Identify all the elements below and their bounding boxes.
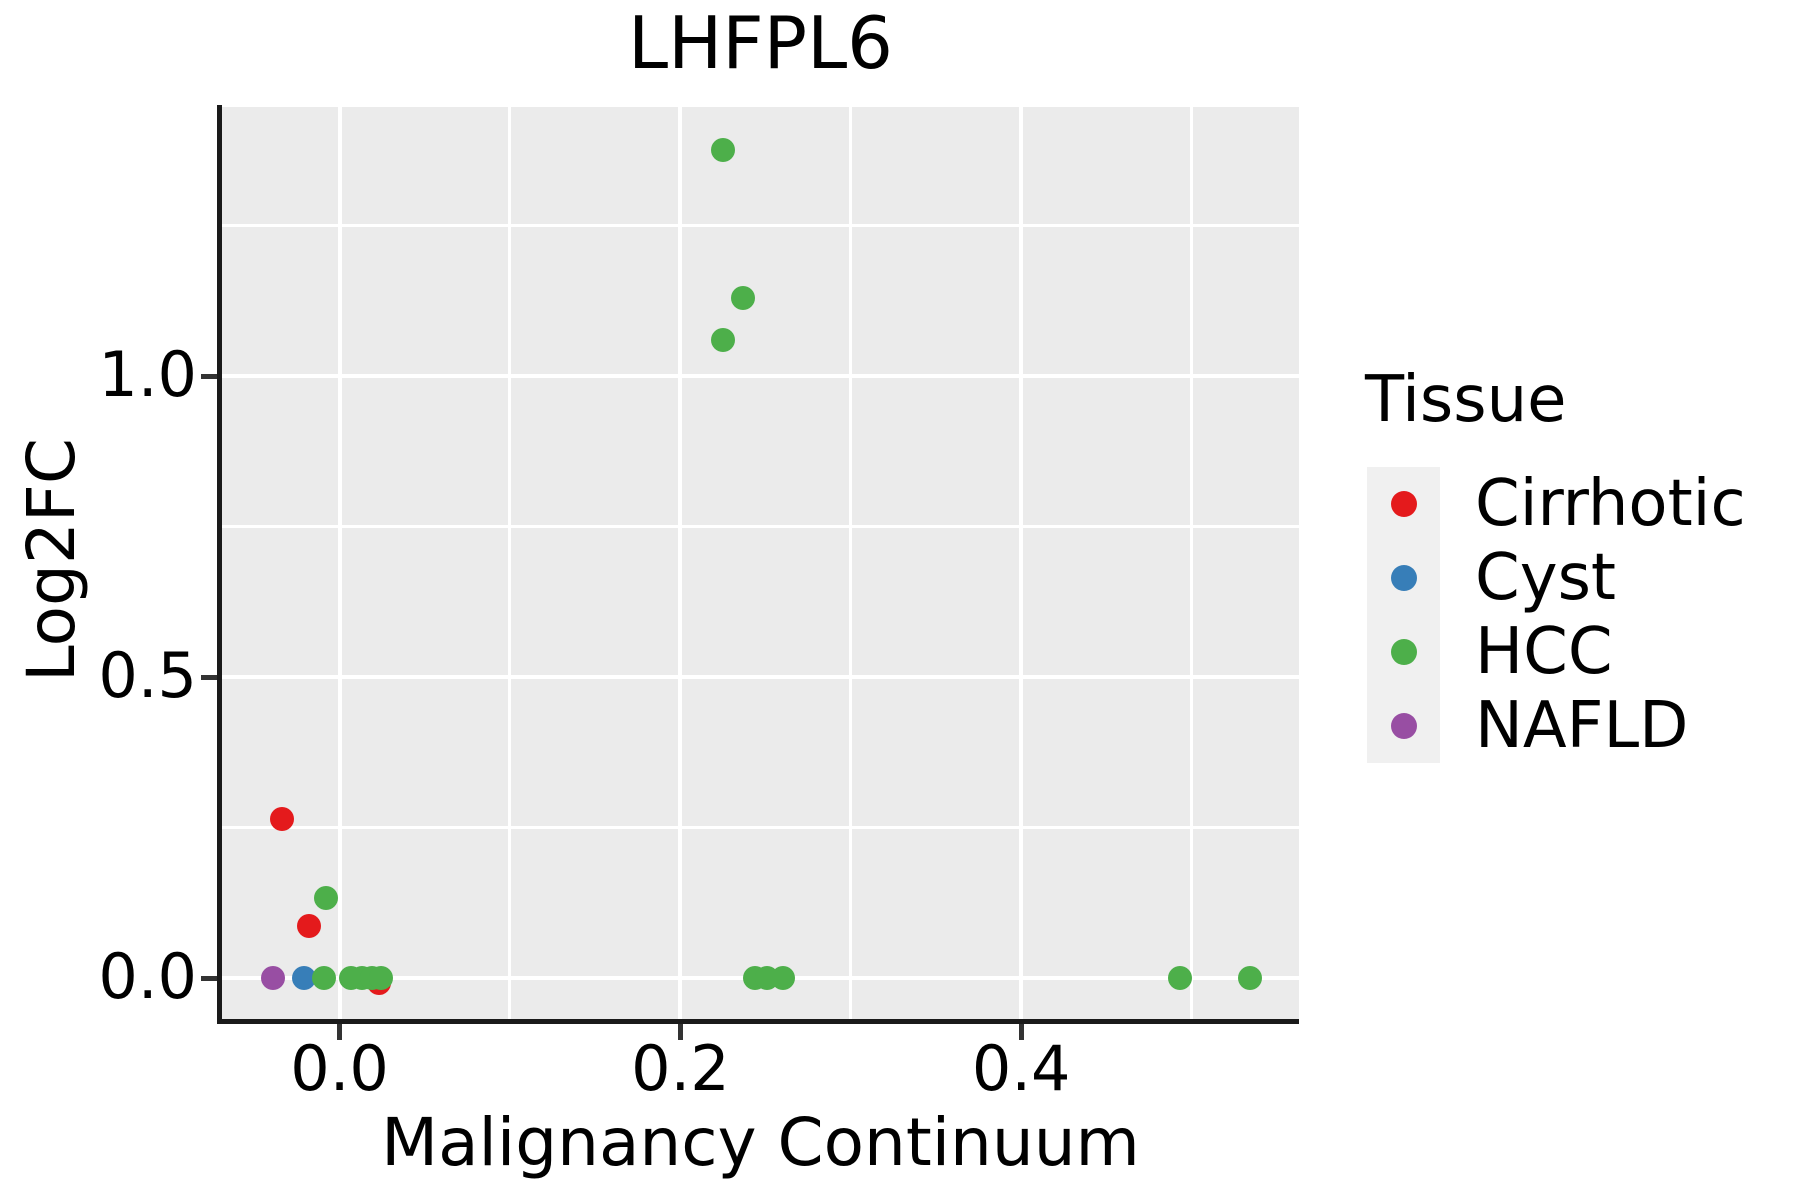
legend-marker-icon	[1390, 639, 1417, 665]
x-tick	[677, 1024, 683, 1040]
data-point-hcc	[711, 327, 735, 352]
x-major-gridline	[337, 107, 342, 1019]
legend-marker-icon	[1390, 713, 1417, 739]
legend-items: Cirrhotic Cyst HCC NAFLD	[1367, 467, 1746, 763]
data-point-hcc	[731, 285, 756, 310]
y-tick	[201, 674, 217, 680]
data-point-hcc	[369, 966, 394, 991]
data-point-hcc	[770, 966, 795, 991]
legend-item-label: Cyst	[1475, 541, 1616, 615]
x-tick	[337, 1024, 343, 1040]
y-major-gridline	[222, 675, 1299, 680]
x-axis-title: Malignancy Continuum	[381, 1104, 1140, 1181]
legend-key	[1367, 467, 1440, 541]
legend-item-cirrhotic: Cirrhotic	[1367, 467, 1746, 541]
chart-title: LHFPL6	[627, 1, 893, 85]
x-major-gridline	[1019, 107, 1024, 1019]
legend-marker-icon	[1390, 491, 1417, 517]
legend-marker-icon	[1390, 565, 1417, 591]
y-axis-title: Log2FC	[13, 438, 90, 682]
data-point-hcc	[711, 138, 735, 163]
x-tick-label: 0.2	[631, 1032, 730, 1105]
y-minor-gridline	[222, 525, 1299, 529]
legend: Tissue Cirrhotic Cyst HCC NAFLD	[1365, 363, 1746, 763]
legend-item-nafld: NAFLD	[1367, 689, 1746, 763]
y-axis-line	[217, 105, 222, 1024]
x-tick-label: 0.4	[971, 1032, 1071, 1105]
y-tick-label: 1.0	[98, 338, 197, 412]
y-major-gridline	[222, 374, 1299, 379]
legend-item-label: HCC	[1475, 615, 1613, 689]
y-minor-gridline	[222, 826, 1299, 830]
x-minor-gridline	[849, 107, 853, 1019]
legend-title: Tissue	[1365, 363, 1567, 437]
data-point-cirrhotic	[296, 914, 321, 939]
x-axis-line	[217, 1019, 1299, 1024]
legend-item-hcc: HCC	[1367, 615, 1746, 689]
x-tick-label: 0.0	[290, 1032, 389, 1105]
legend-key	[1367, 689, 1440, 763]
data-point-hcc	[1237, 966, 1262, 991]
data-point-cirrhotic	[269, 806, 294, 831]
data-point-hcc	[313, 886, 338, 910]
y-tick-label: 0.0	[98, 940, 197, 1014]
legend-item-label: NAFLD	[1475, 689, 1689, 763]
data-point-hcc	[312, 966, 337, 991]
legend-item-cyst: Cyst	[1367, 541, 1746, 615]
x-major-gridline	[678, 107, 683, 1019]
legend-key	[1367, 541, 1440, 615]
data-point-nafld	[261, 966, 286, 991]
y-tick-label: 0.5	[98, 639, 197, 713]
y-tick	[201, 373, 217, 379]
data-point-hcc	[1167, 966, 1192, 991]
legend-key	[1367, 615, 1440, 689]
x-minor-gridline	[1190, 107, 1194, 1019]
x-minor-gridline	[508, 107, 512, 1019]
legend-item-label: Cirrhotic	[1475, 467, 1746, 541]
x-tick	[1018, 1024, 1024, 1040]
data-point-cyst	[291, 966, 316, 991]
plot-panel	[222, 107, 1299, 1019]
y-tick	[201, 975, 217, 981]
y-minor-gridline	[222, 224, 1299, 228]
